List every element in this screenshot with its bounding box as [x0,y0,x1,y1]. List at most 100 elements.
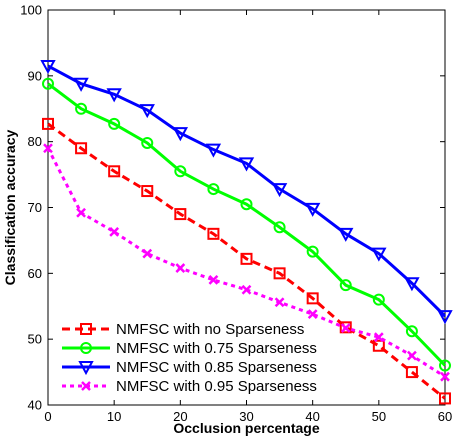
marker-stroke [142,248,153,259]
x-tick-label: 50 [372,409,386,424]
data-point [373,332,384,343]
legend-entry: NMFSC with 0.85 Sparseness [62,359,317,376]
legend-entry: NMFSC with no Sparseness [62,321,304,338]
data-point [437,310,453,325]
legend-label: NMFSC with 0.95 Sparseness [116,378,317,395]
data-point [174,208,187,221]
marker-stroke [43,143,53,154]
marker-stroke [109,226,120,237]
x-tick-label: 60 [438,409,452,424]
data-point [405,366,418,379]
data-point [76,207,86,218]
data-point [338,227,354,242]
marker-stroke [81,381,91,391]
data-point [273,267,286,280]
marker-stroke [407,350,417,361]
legend-label: NMFSC with 0.85 Sparseness [116,359,317,376]
data-point [108,165,121,178]
y-tick-label: 80 [28,134,42,149]
data-point [339,321,352,334]
x-tick-label: 0 [44,409,51,424]
data-point [208,275,219,285]
series-1 [42,117,451,405]
legend-label: NMFSC with no Sparseness [116,321,304,338]
data-point [43,143,53,154]
data-point [407,350,417,361]
legend-marker [80,323,92,335]
marker-stroke [241,284,252,295]
data-point [174,165,187,178]
y-tick-label: 100 [20,3,42,18]
marker-stroke [307,309,318,320]
data-point [241,284,252,295]
x-tick-label: 10 [107,409,121,424]
marker-stroke [76,207,86,218]
data-point [372,339,385,352]
data-point [205,143,222,158]
data-point [271,183,288,198]
y-tick-label: 60 [28,266,42,281]
data-point [42,77,54,90]
series-line [47,82,447,367]
data-point [404,277,420,292]
data-point [304,202,321,217]
legend-entry: NMFSC with 0.75 Sparseness [62,340,317,357]
data-point [108,117,121,130]
legend-label: NMFSC with 0.75 Sparseness [116,340,317,357]
data-point [339,279,352,292]
data-point [240,198,253,211]
data-point [75,102,88,115]
data-point [306,292,319,305]
series-3 [40,59,453,325]
axes: 0 10 20 30 40 50 60 40 50 60 70 80 90 100 [20,3,452,425]
marker-stroke [208,275,219,285]
y-axis-label: Classification accuracy [2,129,18,285]
series-line [47,122,446,400]
data-point [207,183,220,196]
data-point [75,142,88,155]
legend-marker [78,361,94,376]
data-point [439,392,451,405]
series-group [40,59,453,405]
data-point [238,157,255,172]
data-point [175,263,186,273]
data-point [372,293,385,306]
data-point [42,117,54,130]
marker-stroke [340,323,351,333]
data-point [109,226,120,237]
x-axis-label: Occlusion percentage [173,420,319,436]
data-point [40,59,56,75]
data-point [73,77,89,92]
data-point [142,248,153,259]
data-point [240,252,253,265]
marker-stroke [373,332,384,343]
legend-marker [81,381,91,391]
series-2 [42,77,451,372]
marker-stroke [175,263,186,273]
data-point [340,323,351,333]
data-point [273,221,286,234]
legend: NMFSC with no Sparseness NMFSC with 0.75 … [62,321,317,395]
data-point [274,297,285,308]
data-point [172,127,189,142]
series-4 [43,143,450,382]
y-tick-label: 40 [28,398,42,413]
data-point [439,359,451,372]
data-point [139,104,155,119]
data-point [106,88,122,103]
x-tick-label: 40 [305,409,319,424]
y-tick-label: 70 [28,200,42,215]
data-point [141,136,154,149]
data-point [405,325,418,338]
data-point [371,247,387,262]
y-tick-label: 50 [28,332,42,347]
marker-stroke [440,371,450,382]
x-tick-label: 20 [173,409,187,424]
data-point [307,309,318,320]
data-point [141,185,154,198]
series-line [47,64,447,318]
legend-entry: NMFSC with 0.95 Sparseness [62,378,317,395]
legend-marker [80,342,92,354]
data-point [306,245,319,258]
